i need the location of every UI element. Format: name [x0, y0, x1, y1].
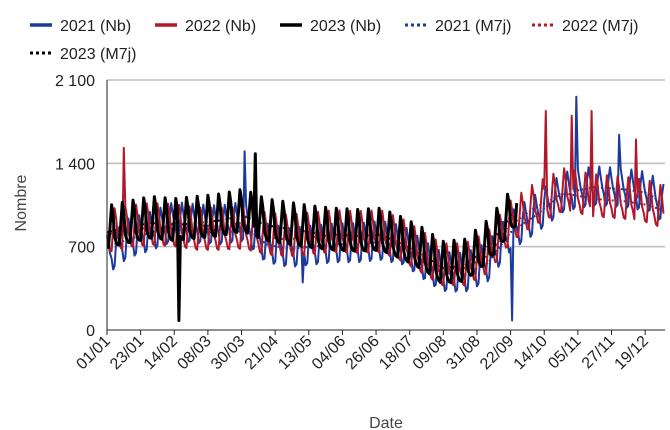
legend-label: 2023 (Nb)	[310, 18, 381, 35]
x-tick-label: 23/01	[107, 333, 147, 373]
y-tick-label: 1 400	[55, 156, 95, 173]
legend-label: 2022 (M7j)	[562, 18, 638, 35]
x-tick-label: 30/03	[208, 333, 248, 373]
y-axis-ticks: 0 700 1 400 2 100	[55, 73, 95, 340]
legend: 2021 (Nb) 2022 (Nb) 2023 (Nb) 2021 (M7j) 202…	[30, 18, 638, 63]
x-tick-label: 05/11	[545, 333, 585, 373]
x-tick-label: 26/06	[343, 333, 383, 373]
x-axis-title: Date	[369, 415, 403, 430]
y-axis-title: Nombre	[13, 174, 30, 231]
x-axis-ticks: 01/0123/0114/0208/0330/0321/0413/0504/06…	[73, 330, 652, 373]
x-tick-label: 19/12	[612, 333, 652, 373]
x-tick-label: 08/03	[174, 333, 214, 373]
y-tick-label: 700	[68, 240, 95, 257]
legend-label: 2023 (M7j)	[60, 46, 136, 63]
x-tick-label: 27/11	[579, 333, 619, 373]
x-tick-label: 04/06	[309, 333, 349, 373]
legend-label: 2021 (M7j)	[435, 18, 511, 35]
x-tick-label: 14/10	[511, 333, 551, 373]
axes	[106, 80, 665, 331]
x-tick-label: 09/08	[410, 333, 450, 373]
series-layer	[106, 95, 665, 322]
y-tick-label: 2 100	[55, 73, 95, 90]
x-tick-label: 14/02	[141, 333, 181, 373]
series-2023-nb	[106, 152, 519, 322]
x-tick-label: 21/04	[242, 333, 282, 373]
legend-label: 2022 (Nb)	[185, 18, 256, 35]
x-tick-label: 13/05	[275, 333, 315, 373]
y-tick-label: 0	[86, 323, 95, 340]
x-tick-label: 22/09	[477, 333, 517, 373]
x-tick-label: 31/08	[443, 333, 483, 373]
legend-label: 2021 (Nb)	[60, 18, 131, 35]
x-tick-label: 18/07	[376, 333, 416, 373]
series-2022-nb	[106, 110, 665, 287]
